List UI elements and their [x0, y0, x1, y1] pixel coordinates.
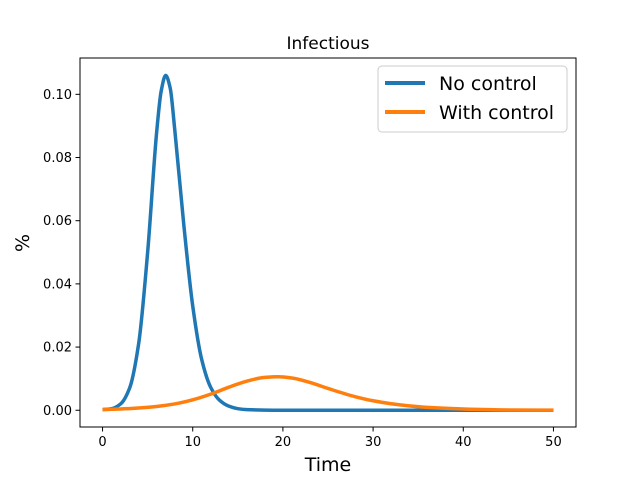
plot-frame	[79, 57, 577, 428]
legend-label-no-control: No control	[439, 73, 537, 95]
series-line-with-control	[102, 375, 554, 412]
y-axis-label: %	[12, 234, 34, 252]
x-axis-ticks: 0 10 20 30 40 50	[98, 427, 562, 450]
x-tick-label: 40	[455, 435, 472, 450]
x-tick-label: 10	[184, 435, 201, 450]
y-tick-label: 0.10	[43, 88, 72, 103]
x-tick-label: 0	[98, 435, 106, 450]
legend-box	[377, 65, 568, 133]
series-layer	[102, 73, 554, 413]
y-tick-label: 0.06	[43, 214, 72, 229]
y-tick-label: 0.00	[43, 404, 72, 419]
x-tick-label: 50	[545, 435, 562, 450]
legend-label-with-control: With control	[439, 102, 554, 124]
y-tick-label: 0.08	[43, 151, 72, 166]
y-tick-label: 0.04	[43, 277, 72, 292]
x-tick-label: 20	[275, 435, 292, 450]
chart-title: Infectious	[287, 34, 370, 54]
x-axis-label: Time	[304, 454, 352, 476]
legend: No control With control	[377, 65, 568, 133]
y-tick-label: 0.02	[43, 341, 72, 356]
series-line-no-control	[102, 73, 554, 413]
x-tick-label: 30	[365, 435, 382, 450]
y-axis-ticks: 0.00 0.02 0.04 0.06 0.08 0.10	[43, 88, 80, 419]
